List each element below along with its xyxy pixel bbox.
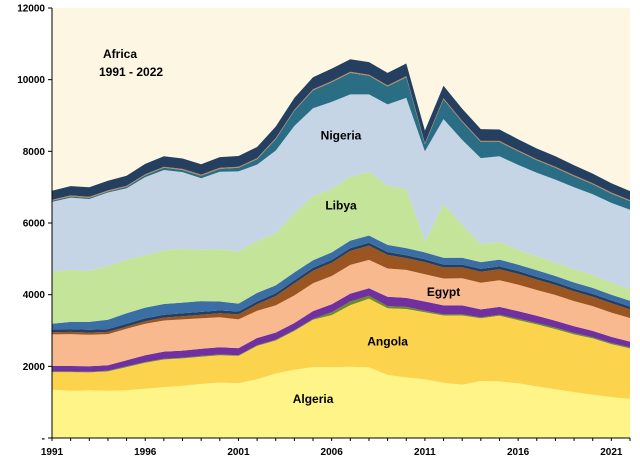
series-label-egypt: Egypt [427, 285, 460, 299]
y-tick-label: 6000 [23, 219, 46, 230]
area-series-band-12 [52, 59, 630, 201]
area-series-algeria [52, 366, 630, 438]
area-series-band-7 [52, 235, 630, 330]
axes: - 2000 4000 6000 8000 10000 12000 1991 1996 2001 2… [17, 4, 631, 458]
x-tick-label: 1991 [41, 447, 64, 458]
chart-title-line-2: 1991 - 2022 [99, 65, 163, 79]
chart-title-line-1: Africa [103, 47, 137, 61]
series-label-nigeria: Nigeria [321, 129, 362, 143]
x-tick-label: 2016 [507, 447, 530, 458]
series-label-algeria: Algeria [293, 392, 334, 406]
y-tick-label: 2000 [23, 362, 46, 373]
area-series-band-5 [52, 245, 630, 335]
area-series-libya [52, 171, 630, 324]
y-tick-label: 12000 [17, 4, 45, 15]
y-tick-label: 8000 [23, 147, 46, 158]
series-label-libya: Libya [325, 198, 357, 212]
area-series-band-10 [52, 72, 630, 210]
series-labels: Algeria Angola Egypt Libya Nigeria [293, 129, 461, 406]
series-areas [52, 8, 630, 438]
area-series-nigeria [52, 94, 630, 290]
series-label-angola: Angola [367, 335, 408, 349]
x-tick-label: 2006 [321, 447, 344, 458]
x-tick-label: 2001 [227, 447, 250, 458]
area-series-egypt [52, 259, 630, 367]
area-series-band-3 [52, 288, 630, 372]
area-series-angola [52, 298, 630, 399]
y-tick-label: - [42, 434, 45, 445]
x-tick-label: 2011 [414, 447, 436, 458]
x-tick-label: 1996 [134, 447, 157, 458]
x-tick-label: 2021 [600, 447, 623, 458]
y-tick-label: 10000 [17, 75, 45, 86]
y-tick-label: 4000 [23, 290, 46, 301]
